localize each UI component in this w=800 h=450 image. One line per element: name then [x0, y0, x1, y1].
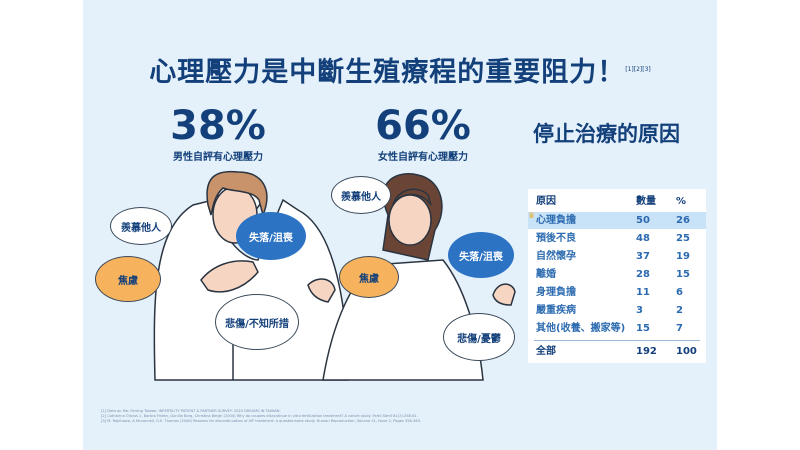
bubble-text: 羨慕他人: [121, 222, 161, 234]
row-count: 37: [636, 251, 650, 262]
table-divider: [534, 340, 700, 341]
row-reason: 自然懷孕: [536, 251, 576, 262]
row-count: 3: [636, 305, 643, 316]
female-bubble-anxiety: 焦慮: [339, 256, 399, 298]
row-reason: 嚴重疾病: [536, 305, 576, 316]
table-row: 其他(收養、搬家等) 15 7: [528, 320, 706, 337]
infographic-canvas: 心理壓力是中斷生殖療程的重要阻力！[1][2][3] 38% 男性自評有心理壓力…: [83, 0, 717, 450]
row-reason: 心理負擔: [536, 215, 576, 226]
bubble-text: 悲傷/憂鬱: [457, 333, 501, 345]
male-percent: 38%: [170, 103, 266, 149]
row-reason: 身理負擔: [536, 287, 576, 298]
bubble-text: 焦慮: [118, 275, 138, 287]
row-percent: 2: [676, 305, 683, 316]
row-percent: 19: [676, 251, 690, 262]
table-total-row: 全部 192 100: [528, 343, 706, 360]
female-bubble-sad: 悲傷/憂鬱: [443, 313, 515, 361]
bubble-text: 羨慕他人: [341, 191, 381, 203]
table-row: 自然懷孕 37 19: [528, 248, 706, 265]
male-label: 男性自評有心理壓力: [173, 152, 263, 163]
bubble-text: 悲傷/不知所措: [225, 318, 289, 330]
male-bubble-loss: 失落/沮喪: [236, 212, 306, 260]
row-count: 48: [636, 233, 650, 244]
bubble-text: 焦慮: [359, 273, 379, 285]
table-row: 預後不良 48 25: [528, 230, 706, 247]
table-row: 嚴重疾病 3 2: [528, 302, 706, 319]
footnotes: [1] Data on file: Ferring Taiwan: INFERT…: [101, 409, 701, 424]
crown-icon: ♛: [528, 211, 536, 220]
row-percent: 7: [676, 323, 683, 334]
table-header: 原因 數量 %: [528, 193, 706, 210]
row-reason: 預後不良: [536, 233, 576, 244]
row-count: 15: [636, 323, 650, 334]
total-percent: 100: [676, 346, 697, 357]
footnote: [3] M. Rajkhowa, A Mcconnell, G.E. Thoma…: [101, 419, 422, 423]
row-reason: 離婚: [536, 269, 556, 280]
table-row: 離婚 28 15: [528, 266, 706, 283]
row-count: 28: [636, 269, 650, 280]
female-stat: 66% 女性自評有心理壓力: [348, 106, 498, 163]
reasons-title: 停止治療的原因: [533, 122, 680, 146]
table-row: 身理負擔 11 6: [528, 284, 706, 301]
bubble-text: 失落/沮喪: [459, 251, 503, 263]
row-count: 11: [636, 287, 650, 298]
row-percent: 26: [676, 215, 690, 226]
bubble-text: 失落/沮喪: [249, 232, 293, 244]
female-bubble-envy: 羨慕他人: [331, 176, 391, 214]
footnote: [1] Data on file: Ferring Taiwan: INFERT…: [101, 409, 281, 413]
header-percent: %: [676, 196, 687, 207]
table-row: ♛ 心理負擔 50 26: [528, 211, 706, 229]
reasons-table: 原因 數量 % ♛ 心理負擔 50 26 預後不良 48 25 自然懷孕 37 …: [528, 189, 706, 363]
total-label: 全部: [536, 346, 556, 357]
female-label: 女性自評有心理壓力: [378, 152, 468, 163]
female-percent: 66%: [375, 103, 471, 149]
female-bubble-loss: 失落/沮喪: [448, 232, 514, 278]
row-percent: 25: [676, 233, 690, 244]
page-title-text: 心理壓力是中斷生殖療程的重要阻力！: [149, 57, 626, 88]
male-bubble-anxiety: 焦慮: [95, 256, 161, 302]
header-reason: 原因: [536, 196, 556, 207]
header-count: 數量: [636, 196, 656, 207]
row-count: 50: [636, 215, 650, 226]
row-percent: 15: [676, 269, 690, 280]
row-percent: 6: [676, 287, 683, 298]
row-reason: 其他(收養、搬家等): [536, 323, 626, 334]
total-count: 192: [636, 346, 657, 357]
title-references: [1][2][3]: [625, 66, 651, 73]
male-bubble-envy: 羨慕他人: [110, 207, 172, 245]
page-title: 心理壓力是中斷生殖療程的重要阻力！[1][2][3]: [83, 50, 717, 89]
male-bubble-sad: 悲傷/不知所措: [215, 294, 299, 350]
footnote: [2] Catharina Olivius 1, Barbro Friden, …: [101, 414, 418, 418]
male-stat: 38% 男性自評有心理壓力: [143, 106, 293, 163]
